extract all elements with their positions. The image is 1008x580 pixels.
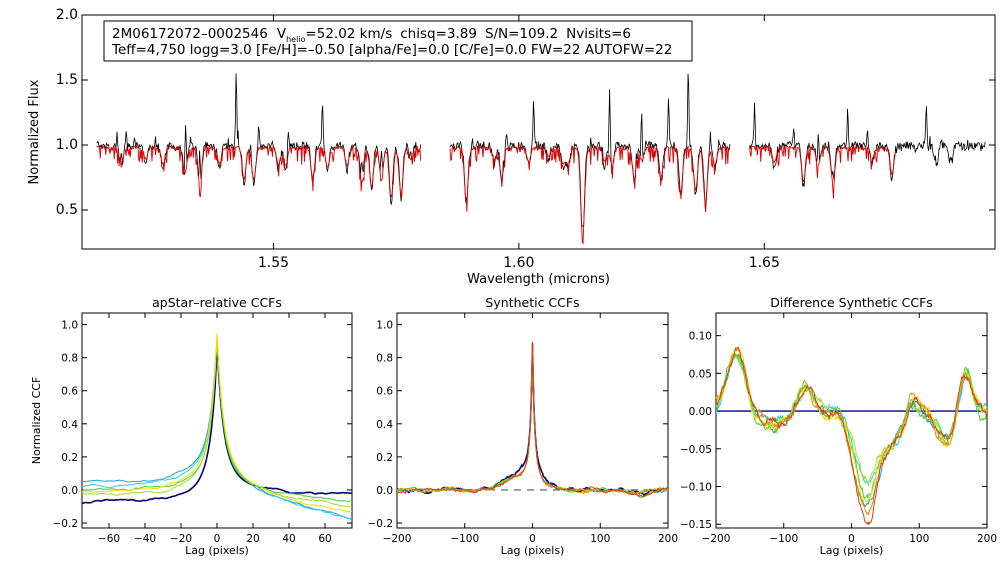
synthetic-ytick-label: 0.8 (376, 353, 393, 365)
model-spectrum-chip-2 (449, 144, 731, 245)
synthetic-ytick-label: 1.0 (376, 320, 393, 332)
apstar-xtick-label: −20 (170, 533, 192, 545)
apstar-axes: −60 −40 −20 0 20 40 60 −0.2 0.0 0.2 0.4 0.6 0.8 1.0 ap… (30, 295, 353, 557)
apstar-xtick-label: 0 (214, 533, 221, 545)
spectrum-xtick-label: 1.65 (749, 255, 780, 271)
apstar-xlabel: Lag (pixels) (185, 544, 249, 557)
apstar-xtick-label: −40 (134, 533, 156, 545)
synthetic-xtick-label: 200 (658, 533, 678, 545)
apstar-ytick-label: 0.6 (61, 386, 78, 398)
stellar-parameters: Teff=4,750 logg=3.0 [Fe/H]=–0.50 [alpha/… (111, 42, 672, 58)
spectrum-xlabel: Wavelength (microns) (467, 272, 610, 287)
synthetic-xtick-label: 100 (590, 533, 610, 545)
vhelio-subscript: helio (286, 35, 305, 44)
difference-xlabel: Lag (pixels) (820, 544, 884, 557)
synthetic-xtick-label: −100 (450, 533, 479, 545)
apstar-ytick-label: 1.0 (61, 320, 78, 332)
vhelio-label: V (277, 26, 287, 42)
apstar-xtick-label: 20 (246, 533, 259, 545)
spectrum-ytick-label: 2.0 (56, 7, 78, 23)
annotation-box (103, 20, 693, 62)
difference-ccf-visit-5 (716, 346, 987, 503)
chisq-value: chisq=3.89 (400, 26, 477, 42)
sn-value: S/N=109.2 (485, 26, 558, 42)
spectrum-annotation: 2M06172072–0002546 Vhelio=52.02 km/s chisq… (103, 20, 693, 62)
apstar-title: apStar–relative CCFs (152, 295, 282, 310)
model-spectrum-chip-1 (96, 144, 422, 198)
object-id: 2M06172072–0002546 (112, 26, 268, 42)
difference-ccf-visit-1 (716, 352, 987, 508)
synthetic-ytick-label: −0.2 (368, 518, 394, 530)
apstar-xtick-label: 60 (318, 533, 331, 545)
spectrum-axes: 1.55 1.60 1.65 0.5 1.0 1.5 2.0 Wavelength (micr… (27, 7, 996, 287)
difference-ytick-label: −0.05 (680, 444, 712, 456)
spectrum-xtick-label: 1.60 (503, 255, 534, 271)
synthetic-xtick-label: −200 (383, 533, 412, 545)
difference-xtick-label: 100 (909, 533, 929, 545)
difference-series (716, 346, 987, 526)
synthetic-axes: −200 −100 0 100 200 −0.2 0.0 0.2 0.4 0.6 0.8 1.0 Syn… (368, 295, 679, 557)
difference-xtick-label: −200 (702, 533, 731, 545)
nvisits-value: Nvisits=6 (566, 26, 631, 42)
spectrum-ylabel: Normalized Flux (27, 79, 42, 184)
apstar-ytick-label: −0.2 (53, 518, 79, 530)
spectrum-xtick-label: 1.55 (258, 255, 289, 271)
synthetic-series (397, 341, 668, 499)
spectrum-series (96, 73, 986, 245)
difference-frame (715, 312, 988, 529)
difference-ytick-label: −0.15 (680, 519, 712, 531)
difference-xtick-label: 0 (848, 533, 855, 545)
synthetic-ytick-label: 0.2 (376, 452, 393, 464)
spectrum-ytick-label: 1.5 (56, 72, 78, 88)
difference-ytick-label: 0.10 (689, 331, 712, 343)
spectrum-ytick-label: 0.5 (56, 202, 78, 218)
apstar-ccf-visit-1 (82, 344, 352, 505)
difference-xtick-label: 200 (977, 533, 997, 545)
synthetic-title: Synthetic CCFs (485, 295, 579, 310)
difference-ytick-label: 0.00 (689, 406, 712, 418)
vhelio-value: =52.02 km/s (305, 26, 392, 42)
apstar-ytick-label: 0.8 (61, 353, 78, 365)
apstar-xtick-label: 40 (282, 533, 295, 545)
model-spectrum-chip-3 (749, 144, 897, 199)
spectrum-frame (81, 14, 996, 250)
observed-spectrum-chip-3 (749, 102, 986, 187)
observed-spectrum-chip-1 (96, 73, 422, 205)
difference-title: Difference Synthetic CCFs (770, 295, 933, 310)
apstar-xtick-label: −60 (98, 533, 120, 545)
apstar-series (82, 332, 352, 521)
difference-xtick-label: −100 (769, 533, 798, 545)
apstar-ccf-visit-6 (82, 332, 352, 513)
difference-ccf-visit-7 (716, 346, 987, 526)
apstar-ytick-label: 0.0 (61, 485, 78, 497)
difference-ytick-label: 0.05 (689, 368, 712, 380)
apstar-ytick-label: 0.4 (61, 419, 78, 431)
apstar-ytick-label: 0.2 (61, 452, 78, 464)
apstar-ccf-visit-5 (82, 336, 352, 508)
difference-axes: −200 −100 0 100 200 −0.15 −0.10 −0.05 0.00 0.05 0.… (680, 295, 997, 557)
difference-ccf-visit-6 (716, 353, 987, 517)
synthetic-ytick-label: 0.6 (376, 386, 393, 398)
synthetic-ytick-label: 0.0 (376, 485, 393, 497)
spectrum-ytick-label: 1.0 (56, 137, 78, 153)
synthetic-xtick-label: 0 (529, 533, 536, 545)
apstar-ylabel: Normalized CCF (30, 377, 43, 465)
synthetic-xlabel: Lag (pixels) (501, 544, 565, 557)
difference-ytick-label: −0.10 (680, 482, 712, 494)
difference-ccf-visit-3 (716, 353, 987, 500)
apstar-ccf-visit-4 (82, 340, 352, 503)
synthetic-ytick-label: 0.4 (376, 419, 393, 431)
synthetic-ccf-visit-6 (397, 341, 668, 498)
